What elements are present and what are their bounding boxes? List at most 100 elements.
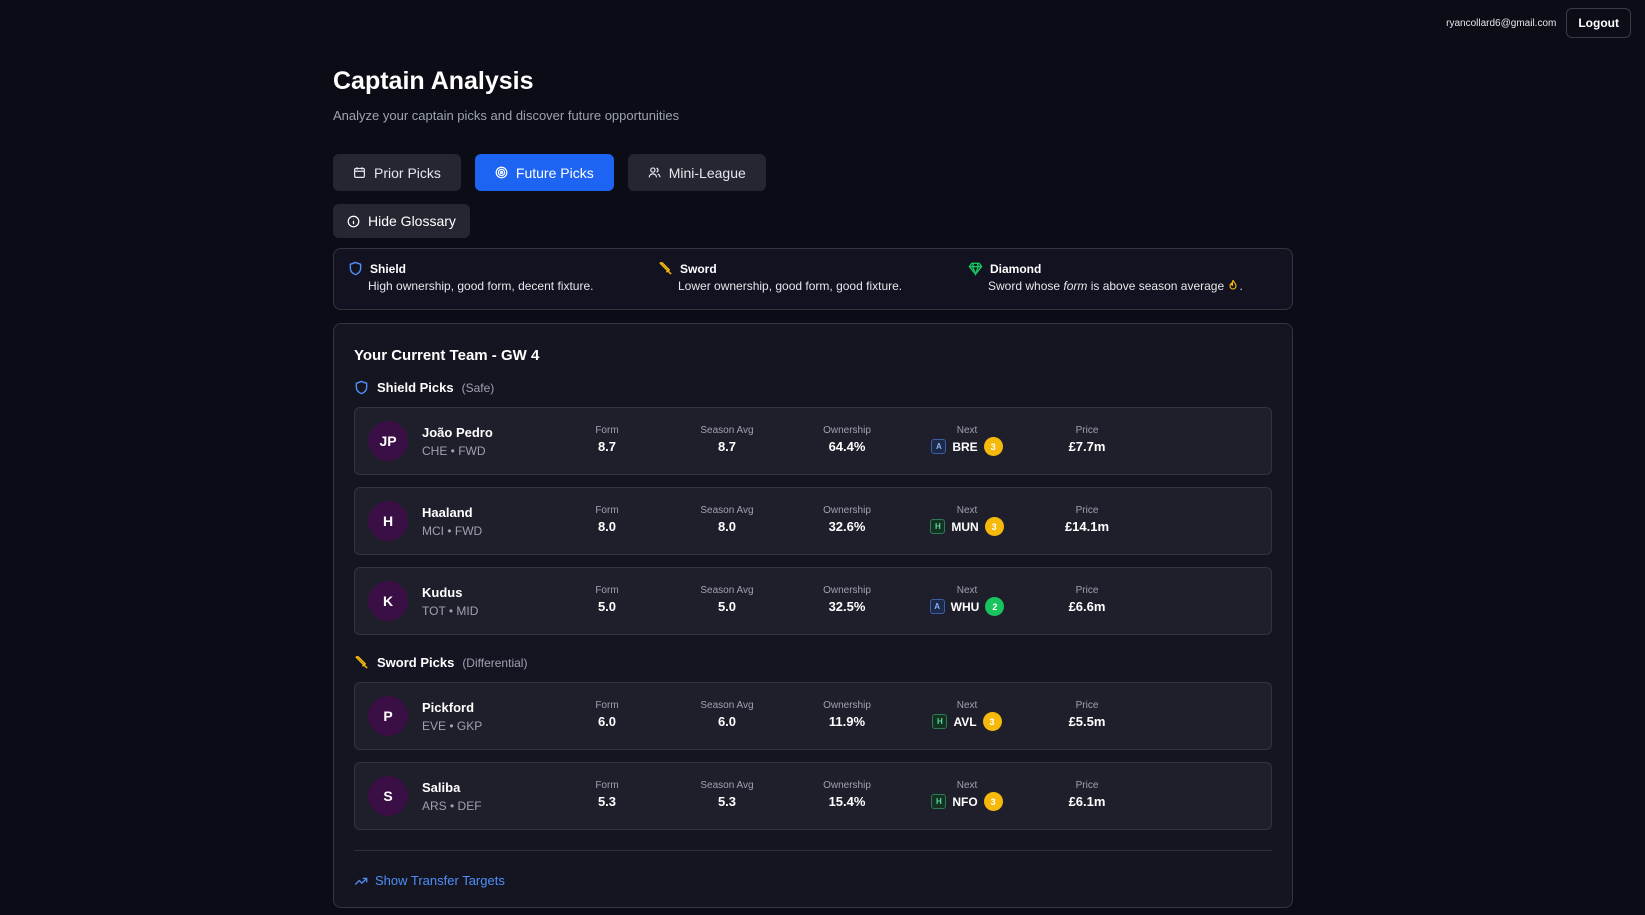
stat-price: Price £6.6m <box>1037 585 1137 614</box>
avatar: P <box>368 696 408 736</box>
stat-label: Price <box>1075 505 1099 516</box>
glossary-diamond-desc: Sword whose form is above season average… <box>988 279 1278 293</box>
player-row[interactable]: JP João Pedro CHE • FWD Form 8.7 Season … <box>354 407 1272 475</box>
stat-next-fixture: Next H NFO 3 <box>917 780 1017 811</box>
stat-label: Price <box>1075 425 1099 436</box>
season-avg-value: 5.0 <box>717 599 737 614</box>
form-value: 8.7 <box>597 439 617 454</box>
shield-icon <box>349 261 362 276</box>
season-avg-value: 8.7 <box>717 439 737 454</box>
tab-prior-picks[interactable]: Prior Picks <box>333 154 461 191</box>
stat-season-avg: Season Avg 8.0 <box>677 505 777 534</box>
tab-label: Prior Picks <box>374 164 441 181</box>
stat-form: Form 6.0 <box>557 700 657 729</box>
opponent: MUN <box>951 519 979 534</box>
stat-ownership: Ownership 11.9% <box>797 700 897 729</box>
stat-price: Price £6.1m <box>1037 780 1137 809</box>
calendar-icon <box>354 167 365 178</box>
stat-next-fixture: Next A BRE 3 <box>917 425 1017 456</box>
stat-price: Price £5.5m <box>1037 700 1137 729</box>
player-row[interactable]: H Haaland MCI • FWD Form 8.0 Season Avg … <box>354 487 1272 555</box>
stat-label: Form <box>595 425 619 436</box>
ownership-value: 15.4% <box>828 794 866 809</box>
sword-picks-title: Sword Picks <box>377 655 455 670</box>
glossary-diamond-desc-em: form <box>1063 279 1088 293</box>
main-container: Captain Analysis Analyze your captain pi… <box>333 64 1293 908</box>
stat-label: Price <box>1075 780 1099 791</box>
player-row[interactable]: S Saliba ARS • DEF Form 5.3 Season Avg 5… <box>354 762 1272 830</box>
player-team-position: ARS • DEF <box>422 799 482 813</box>
show-transfer-targets-link[interactable]: Show Transfer Targets <box>354 873 1272 888</box>
top-bar: ryancollard6@gmail.com Logout <box>1446 8 1631 38</box>
stat-season-avg: Season Avg 6.0 <box>677 700 777 729</box>
player-row[interactable]: K Kudus TOT • MID Form 5.0 Season Avg 5.… <box>354 567 1272 635</box>
venue-badge: A <box>931 439 947 454</box>
tab-future-picks[interactable]: Future Picks <box>474 154 614 191</box>
shield-player-list: JP João Pedro CHE • FWD Form 8.7 Season … <box>354 407 1272 635</box>
target-icon <box>495 166 508 179</box>
hide-glossary-button[interactable]: Hide Glossary <box>333 204 470 238</box>
opponent: BRE <box>952 439 978 454</box>
player-team-position: CHE • FWD <box>422 444 486 458</box>
stat-label: Form <box>595 700 619 711</box>
player-row[interactable]: P Pickford EVE • GKP Form 6.0 Season Avg… <box>354 682 1272 750</box>
form-value: 5.0 <box>597 599 617 614</box>
venue-badge: H <box>932 714 948 729</box>
venue-badge: A <box>929 599 945 614</box>
player-name: Haaland <box>422 505 473 520</box>
opponent: AVL <box>953 714 977 729</box>
glossary-shield-title: Shield <box>370 261 407 276</box>
ownership-value: 11.9% <box>828 714 866 729</box>
ownership-value: 32.6% <box>828 519 866 534</box>
stat-price: Price £7.7m <box>1037 425 1137 454</box>
stat-label: Ownership <box>823 780 871 791</box>
info-icon <box>347 215 360 227</box>
player-team-position: TOT • MID <box>422 604 479 618</box>
fixture-difficulty-badge: 2 <box>985 597 1005 616</box>
stat-season-avg: Season Avg 5.0 <box>677 585 777 614</box>
venue-badge: H <box>931 794 947 809</box>
page-title: Captain Analysis <box>333 67 534 95</box>
glossary-sword-title: Sword <box>680 261 717 276</box>
glossary-diamond-title: Diamond <box>990 261 1042 276</box>
avatar: H <box>368 501 408 541</box>
stat-label: Ownership <box>823 425 871 436</box>
glossary-button-label: Hide Glossary <box>368 213 456 229</box>
stat-label: Next <box>956 780 978 791</box>
user-email: ryancollard6@gmail.com <box>1446 17 1557 29</box>
player-team-position: MCI • FWD <box>422 524 483 538</box>
form-value: 6.0 <box>597 714 617 729</box>
avatar: K <box>368 581 408 621</box>
fixture-difficulty-badge: 3 <box>983 792 1003 811</box>
shield-picks-title: Shield Picks <box>377 380 454 395</box>
stat-price: Price £14.1m <box>1037 505 1137 534</box>
ownership-value: 64.4% <box>828 439 866 454</box>
shield-picks-sub: (Safe) <box>461 380 495 395</box>
stat-form: Form 5.3 <box>557 780 657 809</box>
users-icon <box>648 167 661 178</box>
glossary-sword: Sword Lower ownership, good form, good f… <box>658 261 968 309</box>
stat-label: Next <box>956 700 978 711</box>
price-value: £5.5m <box>1068 714 1106 729</box>
stat-label: Price <box>1075 700 1099 711</box>
stat-label: Next <box>956 425 978 436</box>
season-avg-value: 8.0 <box>717 519 737 534</box>
glossary-diamond-desc-pre: Sword whose <box>988 279 1064 293</box>
sword-picks-header: Sword Picks (Differential) <box>354 655 1272 670</box>
page-subtitle: Analyze your captain picks and discover … <box>333 108 680 123</box>
player-team-position: EVE • GKP <box>422 719 483 733</box>
stat-label: Next <box>956 505 978 516</box>
stat-label: Form <box>595 585 619 596</box>
player-name: João Pedro <box>422 425 493 440</box>
shield-picks-header: Shield Picks (Safe) <box>354 380 1272 395</box>
stat-season-avg: Season Avg 5.3 <box>677 780 777 809</box>
season-avg-value: 6.0 <box>717 714 737 729</box>
logout-button[interactable]: Logout <box>1566 8 1631 38</box>
fixture-difficulty-badge: 3 <box>984 517 1004 536</box>
form-value: 5.3 <box>597 794 617 809</box>
tab-mini-league[interactable]: Mini-League <box>627 154 766 191</box>
diamond-icon <box>968 262 983 276</box>
stat-form: Form 5.0 <box>557 585 657 614</box>
sword-icon <box>355 656 368 669</box>
stat-label: Next <box>956 585 978 596</box>
